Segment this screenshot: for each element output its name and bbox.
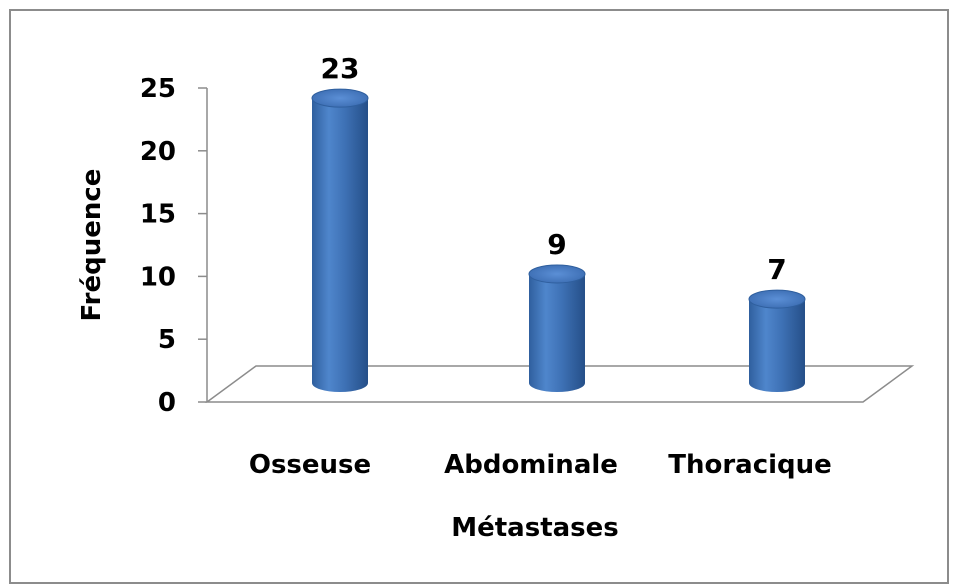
x-axis-categories: Osseuse Abdominale Thoracique: [249, 450, 832, 480]
y-tick-label: 15: [140, 200, 176, 230]
y-axis-ticks: 0 5 10 15 20 25: [140, 74, 207, 418]
data-label: 7: [767, 253, 786, 286]
bars: [311, 88, 806, 393]
y-tick-label: 0: [158, 388, 176, 418]
bar-top: [528, 264, 586, 284]
data-labels: 23 9 7: [321, 52, 787, 286]
bar-body: [749, 299, 805, 392]
y-tick-label: 10: [140, 262, 176, 292]
x-category-label: Abdominale: [444, 450, 618, 480]
x-category-label: Thoracique: [668, 450, 832, 480]
y-tick-label: 5: [158, 325, 176, 355]
bar-top: [748, 289, 806, 309]
x-axis-title: Métastases: [451, 513, 619, 543]
y-tick-label: 20: [140, 137, 176, 167]
bar-body: [529, 273, 585, 392]
bar-body: [312, 98, 368, 393]
bar-osseuse: [311, 88, 369, 393]
x-category-label: Osseuse: [249, 450, 371, 480]
bar-thoracique: [748, 289, 806, 392]
bar-abdominale: [528, 264, 586, 392]
y-tick-label: 25: [140, 74, 176, 104]
y-axis-title: Fréquence: [77, 169, 107, 322]
bar-top: [311, 88, 369, 108]
data-label: 23: [321, 52, 360, 85]
data-label: 9: [547, 228, 566, 261]
